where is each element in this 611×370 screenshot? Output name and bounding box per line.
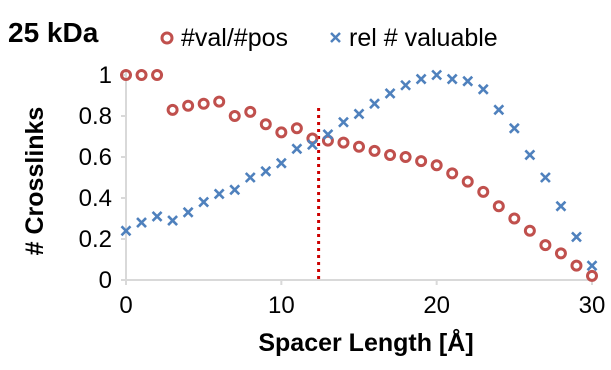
data-point-val-pos [492,200,505,213]
tick-labels: 00.20.40.60.810 10 20 30 [79,62,606,319]
data-point-val-pos [166,103,179,116]
data-point-rel-valuable [229,184,241,196]
data-point-val-pos [337,136,350,149]
y-tick-label: 1 [99,62,112,89]
data-point-val-pos [213,95,226,108]
data-point-rel-valuable [353,108,365,120]
data-point-rel-valuable [151,211,163,222]
legend-label-val-pos: #val/#pos [181,24,288,52]
data-point-rel-valuable [539,172,551,183]
data-point-val-pos [461,175,474,188]
data-point-val-pos [368,144,381,157]
data-point-rel-valuable [493,104,505,116]
y-tick-label: 0.4 [79,185,112,212]
series-val-pos [120,69,598,282]
data-point-val-pos [523,224,536,237]
data-point-val-pos [430,159,443,172]
data-point-rel-valuable [338,116,349,128]
data-point-val-pos [275,126,288,139]
data-point-val-pos [151,69,164,81]
y-tick-label: 0.2 [79,226,112,253]
data-point-rel-valuable [182,206,194,218]
chart-title: 25 kDa [8,17,99,48]
data-point-rel-valuable [415,73,427,85]
data-point-rel-valuable [244,172,256,183]
legend: #val/#pos rel # valuable [160,24,498,52]
x-axis-label: Spacer Length [Å] [258,328,473,357]
data-point-val-pos [446,167,459,180]
data-point-val-pos [259,118,272,131]
data-point-rel-valuable [384,88,396,99]
x-tick-label: 10 [268,292,295,319]
data-point-val-pos [290,122,303,135]
data-point-rel-valuable [306,139,318,151]
data-point-rel-valuable [555,200,567,212]
data-point-val-pos [586,269,598,282]
data-point-rel-valuable [446,73,458,85]
legend-marker-val-pos [160,31,174,45]
data-point-val-pos [135,69,148,81]
data-point-rel-valuable [120,225,132,237]
data-point-rel-valuable [291,143,303,155]
data-point-rel-valuable [198,196,210,208]
data-point-val-pos [477,185,490,198]
data-point-rel-valuable [524,149,536,161]
data-point-val-pos [228,110,241,122]
data-point-val-pos [415,155,428,168]
data-point-val-pos [353,140,365,153]
data-point-val-pos [539,239,552,252]
data-point-rel-valuable [431,69,443,81]
data-point-val-pos [554,247,567,260]
data-point-rel-valuable [400,79,412,91]
data-point-val-pos [508,212,521,225]
legend-label-rel-valuable: rel # valuable [349,24,498,52]
data-point-val-pos [120,69,132,81]
data-point-rel-valuable [508,122,520,134]
y-axis-label: # Crosslinks [21,107,49,256]
y-tick-label: 0.8 [79,103,112,130]
x-tick-label: 0 [119,292,132,319]
data-point-val-pos [244,105,257,118]
data-point-rel-valuable [369,98,380,110]
data-point-rel-valuable [260,165,272,177]
data-point-rel-valuable [136,217,147,229]
x-tick-label: 20 [423,292,450,319]
y-tick-label: 0 [99,267,112,294]
data-point-val-pos [182,99,195,112]
series-rel-valuable [120,69,598,272]
data-point-val-pos [570,259,583,272]
data-point-val-pos [384,148,397,161]
legend-marker-rel-valuable [330,32,341,43]
data-point-val-pos [399,151,412,163]
data-point-rel-valuable [213,188,225,200]
data-point-rel-valuable [275,157,287,169]
data-point-rel-valuable [462,75,474,87]
data-point-rel-valuable [477,83,489,95]
data-point-rel-valuable [571,231,582,243]
data-point-rel-valuable [586,260,598,272]
data-point-rel-valuable [167,215,179,226]
data-point-rel-valuable [322,129,334,140]
y-tick-label: 0.6 [79,144,112,171]
axes [121,69,593,285]
x-tick-label: 30 [579,292,606,319]
data-point-val-pos [197,97,210,110]
